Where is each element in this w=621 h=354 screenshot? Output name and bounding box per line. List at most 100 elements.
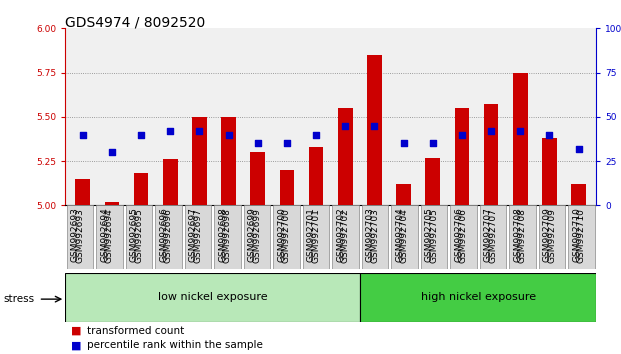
FancyBboxPatch shape: [568, 205, 595, 269]
Text: GSM992694: GSM992694: [101, 207, 109, 262]
Text: GSM992693: GSM992693: [71, 207, 80, 262]
Text: GSM992694: GSM992694: [105, 209, 114, 263]
Point: [165, 128, 175, 134]
FancyBboxPatch shape: [420, 205, 447, 269]
Text: GSM992696: GSM992696: [164, 209, 173, 263]
Text: GSM992701: GSM992701: [307, 207, 316, 262]
Text: GSM992709: GSM992709: [548, 209, 556, 263]
Bar: [455, 108, 469, 205]
Text: GSM992701: GSM992701: [312, 209, 320, 263]
Bar: [571, 184, 586, 205]
Text: GSM992707: GSM992707: [484, 207, 493, 262]
Point: [194, 128, 204, 134]
Bar: [192, 117, 207, 205]
FancyBboxPatch shape: [479, 205, 506, 269]
Text: ■: ■: [71, 326, 82, 336]
FancyBboxPatch shape: [125, 205, 152, 269]
FancyBboxPatch shape: [155, 205, 182, 269]
Point: [136, 132, 146, 137]
Point: [486, 128, 496, 134]
FancyBboxPatch shape: [391, 205, 418, 269]
FancyBboxPatch shape: [332, 205, 359, 269]
Text: GSM992695: GSM992695: [135, 209, 143, 263]
Text: GSM992699: GSM992699: [248, 207, 257, 262]
Point: [545, 132, 555, 137]
Text: GSM992708: GSM992708: [518, 209, 527, 263]
Bar: [542, 138, 557, 205]
Bar: [338, 108, 353, 205]
Point: [253, 141, 263, 146]
Text: GSM992697: GSM992697: [189, 207, 198, 262]
Text: GSM992699: GSM992699: [253, 209, 261, 263]
Text: low nickel exposure: low nickel exposure: [158, 292, 268, 302]
Point: [369, 123, 379, 129]
Bar: [163, 159, 178, 205]
Text: ■: ■: [71, 340, 82, 350]
Text: GSM992704: GSM992704: [400, 209, 409, 263]
Text: GSM992704: GSM992704: [396, 207, 404, 262]
Text: stress: stress: [3, 294, 34, 304]
Bar: [484, 104, 499, 205]
Text: GSM992693: GSM992693: [76, 209, 84, 263]
Point: [282, 141, 292, 146]
FancyBboxPatch shape: [243, 205, 270, 269]
Text: GSM992703: GSM992703: [366, 207, 375, 262]
FancyBboxPatch shape: [66, 205, 93, 269]
FancyBboxPatch shape: [273, 205, 300, 269]
Bar: [396, 184, 411, 205]
Bar: [513, 73, 528, 205]
Text: transformed count: transformed count: [87, 326, 184, 336]
Text: GSM992707: GSM992707: [489, 209, 497, 263]
Bar: [75, 179, 90, 205]
Text: GSM992698: GSM992698: [219, 207, 227, 262]
Bar: [104, 202, 119, 205]
Bar: [250, 152, 265, 205]
Text: GSM992710: GSM992710: [573, 207, 581, 262]
Point: [428, 141, 438, 146]
Text: GSM992700: GSM992700: [282, 209, 291, 263]
Point: [515, 128, 525, 134]
Text: GSM992705: GSM992705: [430, 209, 438, 263]
Point: [78, 132, 88, 137]
Point: [107, 149, 117, 155]
Point: [574, 146, 584, 152]
FancyBboxPatch shape: [96, 205, 123, 269]
Point: [457, 132, 467, 137]
Bar: [279, 170, 294, 205]
FancyBboxPatch shape: [450, 205, 477, 269]
Bar: [425, 158, 440, 205]
Text: GSM992710: GSM992710: [577, 209, 586, 263]
Text: GSM992700: GSM992700: [278, 207, 286, 262]
Text: percentile rank within the sample: percentile rank within the sample: [87, 340, 263, 350]
FancyBboxPatch shape: [302, 205, 329, 269]
Text: GSM992695: GSM992695: [130, 207, 139, 262]
Text: GSM992697: GSM992697: [194, 209, 202, 263]
FancyBboxPatch shape: [214, 205, 241, 269]
Bar: [309, 147, 324, 205]
FancyBboxPatch shape: [538, 205, 565, 269]
Point: [399, 141, 409, 146]
FancyBboxPatch shape: [184, 205, 211, 269]
Bar: [367, 55, 382, 205]
Text: GSM992702: GSM992702: [337, 207, 345, 262]
Text: GSM992696: GSM992696: [160, 207, 168, 262]
Point: [224, 132, 233, 137]
Text: GSM992706: GSM992706: [455, 207, 463, 262]
Bar: [221, 117, 236, 205]
Text: high nickel exposure: high nickel exposure: [420, 292, 536, 302]
Text: GSM992706: GSM992706: [459, 209, 468, 263]
Point: [311, 132, 321, 137]
FancyBboxPatch shape: [509, 205, 536, 269]
Text: GSM992703: GSM992703: [371, 209, 379, 263]
FancyBboxPatch shape: [360, 273, 596, 322]
Text: GDS4974 / 8092520: GDS4974 / 8092520: [65, 16, 206, 30]
Point: [340, 123, 350, 129]
Text: GSM992709: GSM992709: [543, 207, 552, 262]
Text: GSM992705: GSM992705: [425, 207, 434, 262]
Bar: [134, 173, 148, 205]
Text: GSM992702: GSM992702: [341, 209, 350, 263]
Text: GSM992708: GSM992708: [514, 207, 522, 262]
FancyBboxPatch shape: [65, 273, 360, 322]
Text: GSM992698: GSM992698: [223, 209, 232, 263]
FancyBboxPatch shape: [361, 205, 388, 269]
